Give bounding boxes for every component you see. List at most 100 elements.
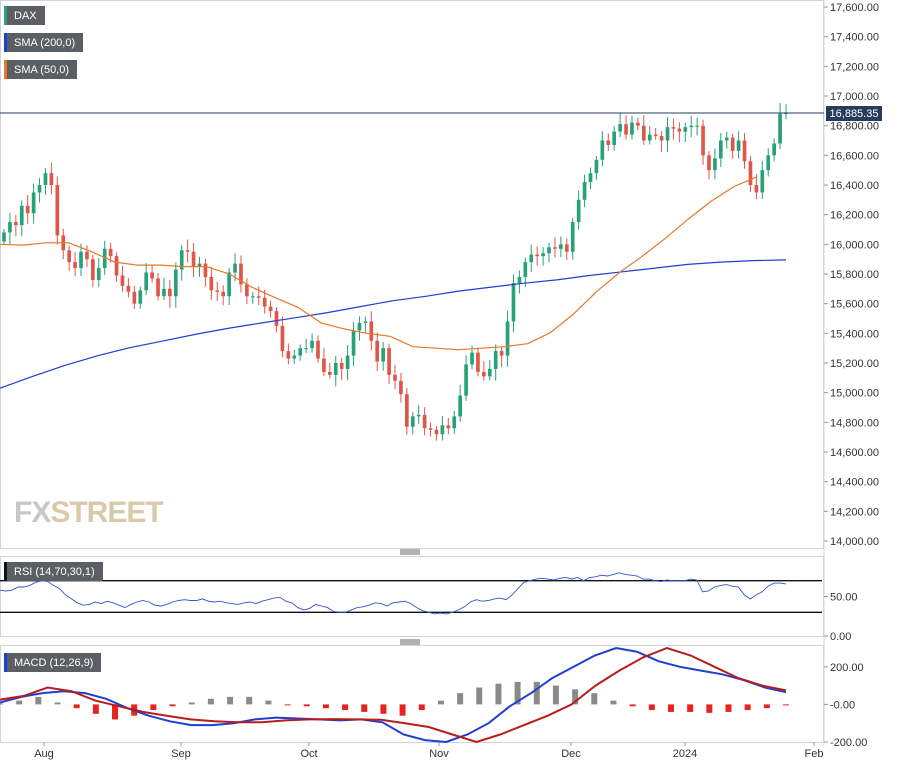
macd-histogram-bar: [303, 704, 310, 707]
candle-body: [197, 263, 202, 267]
candle-body: [724, 137, 729, 141]
candle-body: [618, 124, 622, 132]
candle-body: [458, 395, 463, 417]
candle-body: [559, 244, 563, 249]
candle-body: [718, 140, 723, 159]
legend-rsi-label: RSI (14,70,30,1): [14, 565, 95, 578]
candle-body: [298, 348, 303, 356]
candle: [529, 244, 534, 273]
legend-sma200[interactable]: SMA (200,0): [4, 33, 84, 52]
legend-macd[interactable]: MACD (12,26,9): [4, 653, 102, 672]
candle: [541, 247, 545, 266]
candle-body: [114, 256, 119, 276]
legend-sma50[interactable]: SMA (50,0): [4, 60, 78, 79]
price-tick-label: 16,200.00: [830, 210, 879, 222]
candle: [588, 167, 593, 190]
macd-histogram-bar: [0, 703, 3, 705]
candle: [262, 289, 267, 314]
macd-histogram-bar: [514, 681, 521, 705]
candle: [778, 103, 782, 150]
candle-body: [683, 127, 688, 132]
price-tick-label: 16,800.00: [830, 121, 879, 133]
legend-rsi[interactable]: RSI (14,70,30,1): [4, 562, 103, 581]
candle: [138, 286, 143, 309]
macd-histogram-bar: [54, 702, 61, 705]
candle: [369, 311, 374, 351]
legend-dax[interactable]: DAX: [4, 6, 45, 25]
legend-macd-swatch: [4, 653, 7, 672]
candle-body: [256, 296, 261, 298]
legend-dax-swatch: [4, 6, 7, 25]
signal-line: [0, 646, 787, 744]
candle: [280, 316, 285, 358]
candle-body: [185, 250, 190, 252]
candle-body: [102, 248, 107, 269]
candle-body: [511, 282, 516, 322]
candle-body: [215, 290, 220, 292]
macd-histogram-bar: [610, 700, 617, 705]
candle-body: [594, 159, 599, 174]
price-tick-label: 16,600.00: [830, 150, 879, 162]
candle: [322, 347, 326, 376]
candle: [482, 361, 486, 381]
candle-body: [280, 325, 285, 352]
x-tick-label: Sep: [171, 748, 191, 760]
candle: [239, 255, 243, 293]
legend-macd-label: MACD (12,26,9): [14, 656, 94, 669]
candle-body: [339, 363, 344, 369]
candle-body: [410, 416, 415, 427]
candle-body: [588, 173, 593, 183]
candle-body: [150, 272, 154, 279]
macd-resize-handle[interactable]: [400, 639, 420, 645]
candle: [724, 131, 729, 149]
candle: [67, 245, 72, 271]
candle: [600, 131, 605, 167]
rsi-resize-handle[interactable]: [400, 549, 420, 555]
candle-body: [191, 251, 196, 267]
candle: [476, 347, 480, 377]
candle-body: [659, 136, 664, 141]
price-tick-label: 14,600.00: [830, 447, 879, 459]
candle-body: [393, 374, 397, 381]
candle: [570, 218, 575, 260]
candle-body: [713, 158, 717, 171]
candle-body: [707, 155, 711, 171]
sma50-line: [0, 176, 758, 351]
candle-body: [730, 137, 735, 151]
price-tick-label: 16,000.00: [830, 239, 879, 251]
candle: [286, 343, 291, 365]
candle: [440, 415, 445, 441]
candle-body: [221, 291, 226, 297]
candle: [304, 338, 308, 354]
candle: [381, 341, 385, 371]
candle-body: [91, 259, 95, 280]
candle: [345, 345, 350, 380]
candle-body: [369, 321, 374, 341]
candle: [405, 388, 409, 435]
candle-body: [399, 380, 403, 395]
candle-body: [636, 122, 640, 126]
macd-histogram-bar: [687, 704, 694, 712]
candle: [399, 372, 403, 403]
candle-body: [748, 161, 753, 185]
candle-body: [363, 321, 368, 323]
price-tick-label: 14,000.00: [830, 536, 879, 548]
x-tick-label: 2024: [673, 748, 697, 760]
macd-histogram-bar: [533, 681, 540, 705]
candle: [292, 349, 297, 365]
candle: [689, 115, 694, 138]
candle: [173, 262, 178, 308]
candle-body: [576, 199, 581, 223]
candle-body: [760, 170, 765, 193]
candle: [446, 417, 451, 435]
candle: [452, 410, 457, 434]
macd-histogram-bar: [361, 704, 368, 712]
candle: [274, 307, 279, 333]
candle: [233, 253, 237, 281]
candle-body: [778, 113, 782, 144]
candle: [327, 363, 332, 379]
candle: [576, 190, 581, 230]
candle-body: [754, 185, 759, 193]
candle-body: [268, 306, 273, 312]
